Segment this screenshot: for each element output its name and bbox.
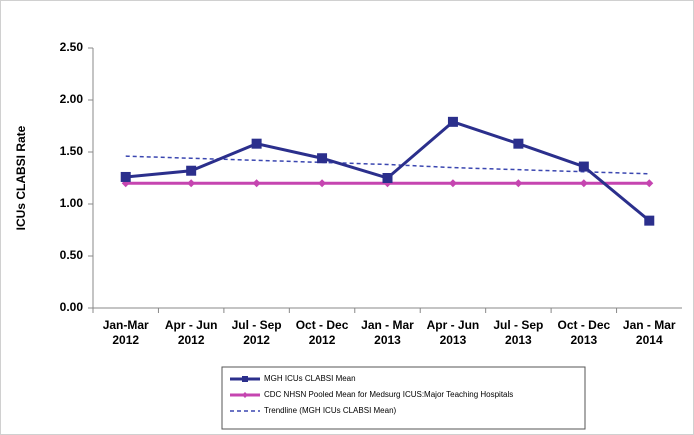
legend-marker [242, 392, 248, 398]
x-tick-label: 2013 [505, 333, 532, 347]
series-line [125, 155, 650, 175]
marker [644, 215, 655, 226]
x-tick-label: Jan - Mar [361, 318, 414, 332]
legend-marker [242, 376, 248, 382]
x-tick-label: 2013 [570, 333, 597, 347]
y-tick-label: 0.50 [60, 248, 84, 262]
x-tick-label: 2012 [309, 333, 336, 347]
x-tick-label: Jul - Sep [232, 318, 282, 332]
marker [448, 179, 457, 188]
x-tick-label: Apr - Jun [427, 318, 480, 332]
marker [317, 153, 328, 164]
marker [187, 179, 196, 188]
legend-label: Trendline (MGH ICUs CLABSI Mean) [264, 406, 397, 415]
legend-label: CDC NHSN Pooled Mean for Medsurg ICUS:Ma… [264, 390, 513, 399]
y-tick-label: 2.00 [60, 92, 84, 106]
x-tick-label: Apr - Jun [165, 318, 218, 332]
marker [186, 165, 197, 176]
marker [447, 116, 458, 127]
legend-label: MGH ICUs CLABSI Mean [264, 374, 356, 383]
marker [252, 179, 261, 188]
marker [513, 138, 524, 149]
marker [251, 138, 262, 149]
y-tick-label: 2.50 [60, 40, 84, 54]
x-tick-label: 2013 [440, 333, 467, 347]
x-tick-label: Jan - Mar [623, 318, 676, 332]
y-axis-label: ICUs CLABSI Rate [14, 125, 28, 230]
x-tick-label: 2012 [243, 333, 270, 347]
x-tick-label: Jul - Sep [493, 318, 543, 332]
y-tick-label: 1.50 [60, 144, 84, 158]
x-tick-label: Jan-Mar [103, 318, 149, 332]
marker [645, 179, 654, 188]
x-tick-label: Oct - Dec [557, 318, 610, 332]
marker [514, 179, 523, 188]
marker [578, 161, 589, 172]
marker [382, 173, 393, 183]
x-tick-label: 2012 [178, 333, 205, 347]
marker [120, 171, 131, 182]
marker [318, 179, 327, 188]
x-tick-label: 2012 [112, 333, 139, 347]
y-tick-label: 0.00 [60, 300, 84, 314]
legend-box [221, 366, 586, 430]
x-tick-label: 2013 [374, 333, 401, 347]
x-tick-label: Oct - Dec [296, 318, 349, 332]
marker [579, 179, 588, 188]
y-tick-label: 1.00 [60, 196, 84, 210]
x-tick-label: 2014 [636, 333, 663, 347]
